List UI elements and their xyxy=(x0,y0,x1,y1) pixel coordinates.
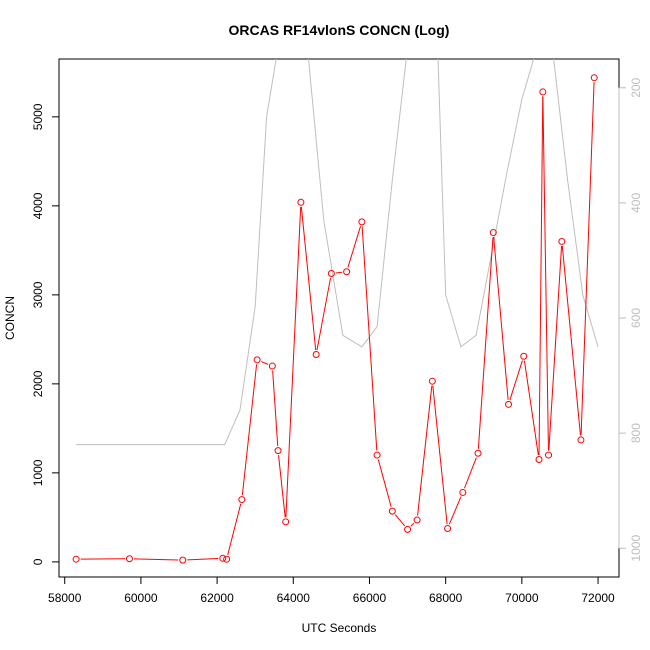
concn-segment xyxy=(261,361,269,365)
y2-axis: 200 400 600 800 1000 xyxy=(618,77,643,562)
concn-point xyxy=(358,218,366,226)
concn-point xyxy=(343,268,351,276)
concn-point xyxy=(282,518,290,526)
x-tick-label: 60000 xyxy=(124,591,158,605)
concn-point xyxy=(274,447,282,455)
y-axis-label: CONCN xyxy=(3,296,17,340)
concn-segment xyxy=(272,370,279,447)
altitude-series xyxy=(76,59,599,446)
y-tick-label: 2000 xyxy=(31,370,45,397)
concn-segment xyxy=(300,206,317,351)
concn-point xyxy=(327,269,335,277)
concn-point xyxy=(558,237,566,245)
x-tick-label: 58000 xyxy=(48,591,82,605)
y2-tick-label: 400 xyxy=(629,193,643,213)
concn-point xyxy=(388,507,396,515)
y-tick-label: 4000 xyxy=(31,192,45,219)
y2-tick-label: 200 xyxy=(629,77,643,97)
concn-segment xyxy=(561,245,581,436)
chart-title: ORCAS RF14vlonS CONCN (Log) xyxy=(229,22,450,38)
concn-point xyxy=(535,456,543,464)
altitude-line xyxy=(76,59,599,446)
concn-point xyxy=(253,356,261,364)
y-axis: 0 1000 2000 3000 4000 5000 xyxy=(31,103,60,565)
concn-segment xyxy=(227,503,242,555)
y2-tick-label: 600 xyxy=(629,308,643,328)
concn-segment xyxy=(432,385,448,525)
x-tick-label: 64000 xyxy=(277,591,311,605)
concn-point xyxy=(539,88,547,96)
concn-segment xyxy=(523,360,539,456)
concn-segment xyxy=(377,459,392,507)
concn-series xyxy=(72,74,598,564)
concn-point xyxy=(223,555,231,563)
concn-point xyxy=(474,449,482,457)
concn-point xyxy=(312,350,320,358)
x-axis: 58000 60000 62000 64000 66000 68000 70000 72000 xyxy=(48,576,615,605)
concn-segment xyxy=(316,277,332,351)
plot-frame xyxy=(58,58,620,578)
concn-point xyxy=(459,488,467,496)
concn-segment xyxy=(509,360,523,401)
concn-point xyxy=(444,524,452,532)
concn-segment xyxy=(417,385,433,516)
concn-segment xyxy=(580,82,595,436)
concn-segment xyxy=(394,514,406,527)
concn-segment xyxy=(410,522,415,527)
concn-point xyxy=(179,556,187,564)
concn-segment xyxy=(187,558,219,561)
concn-point xyxy=(489,229,497,237)
concn-point xyxy=(520,352,528,360)
concn-point xyxy=(505,400,513,408)
concn-segment xyxy=(477,237,494,449)
concn-segment xyxy=(347,226,362,268)
y-tick-label: 3000 xyxy=(31,281,45,308)
concn-point xyxy=(297,198,305,206)
concn-segment xyxy=(335,271,343,274)
concn-point xyxy=(268,362,276,370)
y-tick-label: 1000 xyxy=(31,459,45,486)
x-tick-label: 68000 xyxy=(429,591,463,605)
concn-point xyxy=(72,555,80,563)
y2-tick-label: 800 xyxy=(629,423,643,443)
concn-point xyxy=(577,436,585,444)
y-tick-label: 0 xyxy=(31,558,45,565)
concn-segment xyxy=(361,226,378,451)
concn-segment xyxy=(542,96,549,451)
x-tick-label: 66000 xyxy=(353,591,387,605)
concn-point xyxy=(125,555,133,563)
concn-point xyxy=(413,516,421,524)
concn-segment xyxy=(278,455,286,518)
concn-point xyxy=(373,451,381,459)
concn-segment xyxy=(133,558,179,561)
concn-segment xyxy=(548,245,563,451)
concn-point xyxy=(238,496,246,504)
x-axis-label: UTC Seconds xyxy=(302,621,377,635)
concn-point xyxy=(590,74,598,82)
concn-point xyxy=(428,377,436,385)
concn-segment xyxy=(493,236,509,400)
concn-segment xyxy=(463,457,477,489)
concn-segment xyxy=(538,96,544,456)
x-tick-label: 70000 xyxy=(505,591,539,605)
concn-point xyxy=(219,554,227,562)
concn-segment xyxy=(285,206,302,518)
x-tick-label: 62000 xyxy=(200,591,234,605)
concn-point xyxy=(404,525,412,533)
x-tick-label: 72000 xyxy=(581,591,615,605)
concn-point xyxy=(545,451,553,459)
concn-segment xyxy=(241,364,258,496)
y-tick-label: 5000 xyxy=(31,103,45,130)
y2-tick-label: 1000 xyxy=(629,535,643,562)
concn-segment xyxy=(448,496,462,525)
